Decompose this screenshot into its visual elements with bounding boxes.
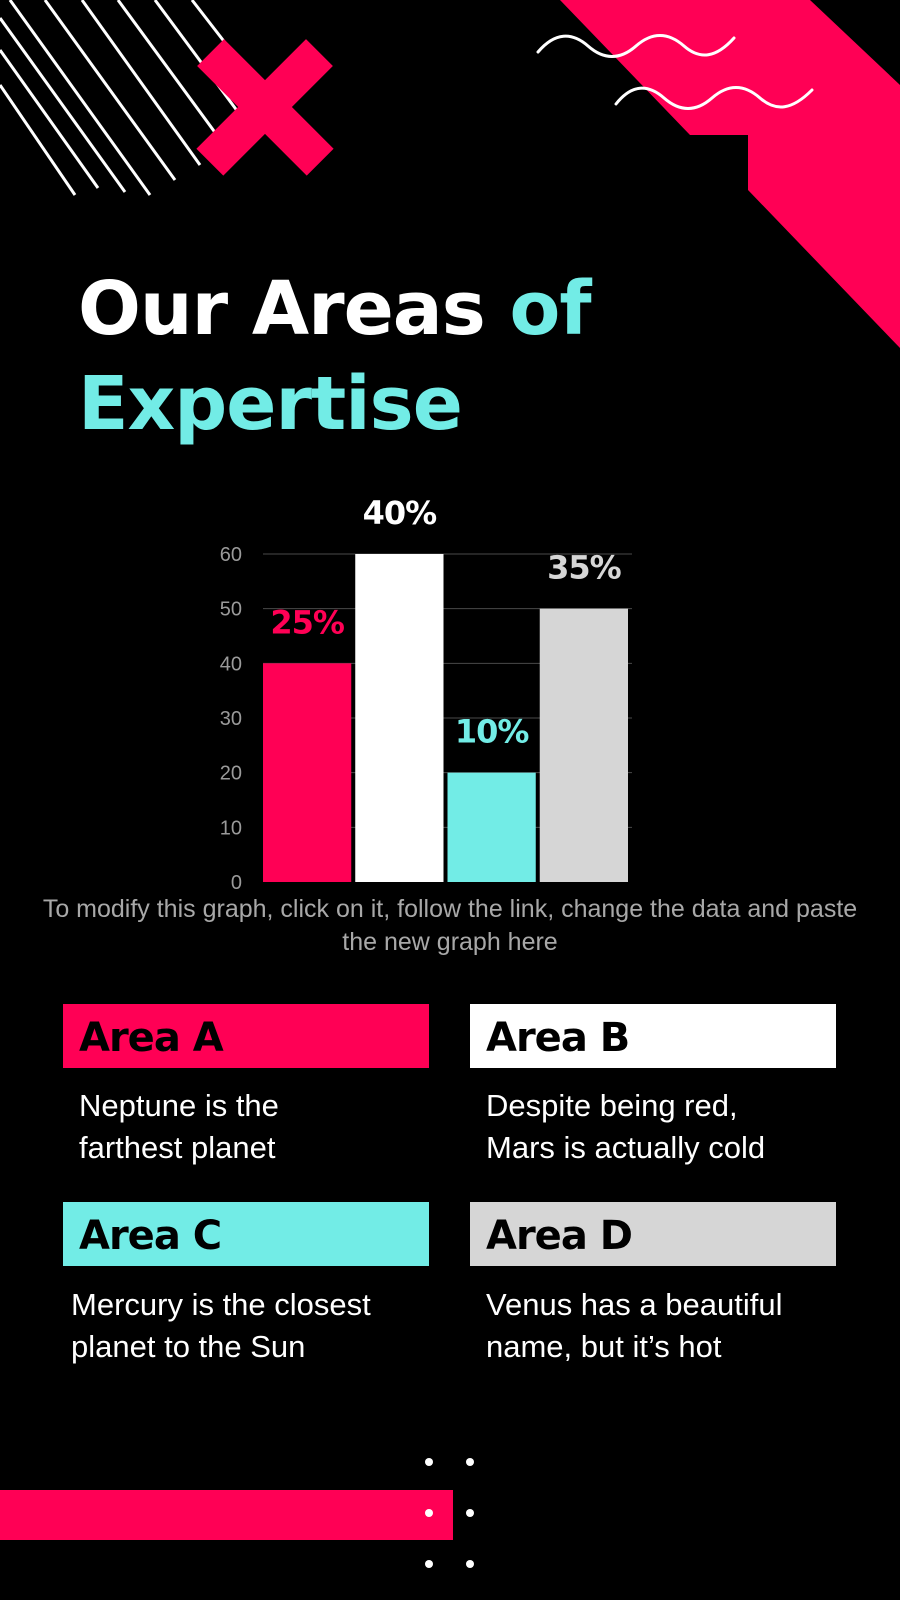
y-tick-label: 50 [220, 599, 242, 621]
data-label: 40% [363, 494, 438, 532]
area-c-description: Mercury is the closest planet to the Sun [71, 1284, 431, 1368]
area-d-heading: Area D [470, 1202, 836, 1266]
title-line1-accent: of [509, 266, 592, 352]
area-a-line2: farthest planet [79, 1130, 276, 1165]
area-b-line2: Mars is actually cold [486, 1130, 766, 1165]
pink-bottom-bar [0, 1490, 453, 1540]
chart-note: To modify this graph, click on it, follo… [42, 895, 858, 956]
area-b-line1: Despite being red, [486, 1088, 738, 1123]
area-d-line1: Venus has a beautiful [486, 1287, 783, 1322]
y-tick-label: 20 [220, 763, 242, 785]
y-tick-label: 10 [220, 817, 242, 839]
dot [466, 1458, 474, 1466]
dot [425, 1560, 433, 1568]
area-b-description: Despite being red, Mars is actually cold [486, 1085, 846, 1169]
data-label: 35% [547, 549, 622, 587]
dot [466, 1509, 474, 1517]
x-cross-decoration [196, 39, 334, 176]
area-c-heading: Area C [63, 1202, 429, 1266]
area-c-line1: Mercury is the closest [71, 1287, 371, 1322]
title-line1-white: Our Areas [78, 266, 486, 352]
area-d-line2: name, but it’s hot [486, 1329, 722, 1364]
wavy-lines-decoration [536, 34, 814, 110]
data-label: 10% [455, 713, 530, 751]
data-label: 25% [270, 603, 345, 641]
dot [425, 1458, 433, 1466]
dot [425, 1509, 433, 1517]
bar[interactable] [447, 772, 536, 882]
area-c-line2: planet to the Sun [71, 1329, 306, 1364]
area-a-heading: Area A [63, 1004, 429, 1068]
page-title: Our Areas of Expertise [78, 262, 778, 452]
y-tick-label: 40 [220, 653, 242, 675]
y-tick-label: 0 [231, 872, 242, 890]
area-a-description: Neptune is the farthest planet [79, 1085, 439, 1169]
title-line2-accent: Expertise [78, 361, 463, 447]
bar[interactable] [263, 663, 352, 882]
y-tick-label: 60 [220, 544, 242, 566]
area-a-line1: Neptune is the [79, 1088, 279, 1123]
area-d-description: Venus has a beautiful name, but it’s hot [486, 1284, 846, 1368]
dot [466, 1560, 474, 1568]
bar[interactable] [539, 608, 628, 882]
area-b-heading: Area B [470, 1004, 836, 1068]
bar[interactable] [355, 554, 444, 882]
y-tick-label: 30 [220, 708, 242, 730]
diagonal-stripes-decoration [0, 0, 242, 196]
bar-chart[interactable]: 0 10 20 30 40 50 60 25% 40% 10% 35% [0, 470, 900, 890]
